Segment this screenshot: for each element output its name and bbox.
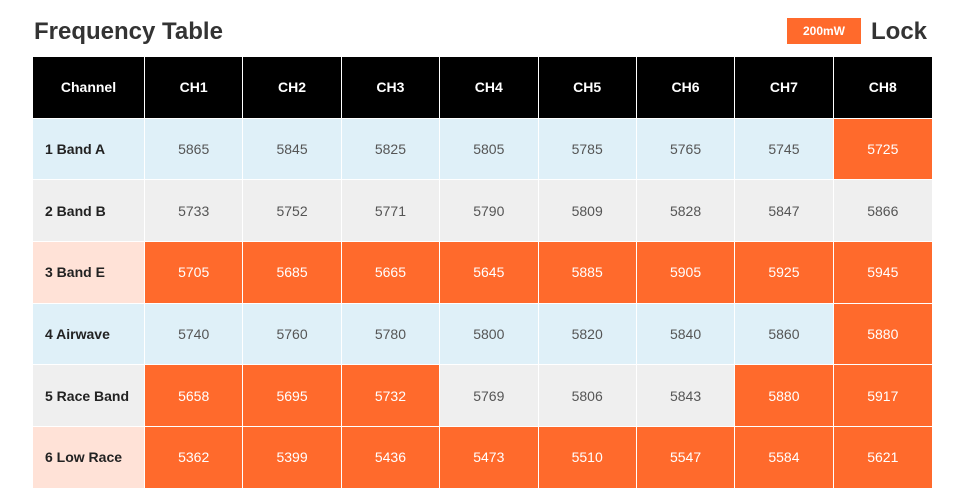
frequency-cell[interactable]: 5885 (538, 241, 637, 304)
column-header-ch4: CH4 (440, 57, 539, 119)
table-row: 4 Airwave 5740 5760 5780 5800 5820 5840 5860 588… (33, 303, 932, 366)
frequency-cell[interactable]: 5825 (341, 118, 441, 181)
column-header-ch6: CH6 (636, 57, 736, 119)
frequency-cell[interactable]: 5771 (341, 180, 441, 242)
table-row: 1 Band A 5865 5845 5825 5805 5785 5765 5745 5725 (33, 118, 932, 181)
row-label: 3 Band E (33, 241, 145, 304)
column-header-ch1: CH1 (145, 57, 244, 119)
frequency-table: Channel CH1 CH2 CH3 CH4 CH5 CH6 CH7 CH8 … (33, 57, 932, 489)
frequency-cell[interactable]: 5733 (145, 180, 244, 242)
column-header-ch2: CH2 (243, 57, 342, 119)
frequency-cell[interactable]: 5765 (636, 118, 736, 181)
row-label: 5 Race Band (33, 365, 145, 427)
frequency-cell[interactable]: 5843 (636, 365, 736, 427)
frequency-cell[interactable]: 5732 (341, 365, 441, 427)
power-badge[interactable]: 200mW (787, 18, 861, 44)
frequency-cell[interactable]: 5705 (145, 241, 244, 304)
frequency-cell[interactable]: 5917 (833, 365, 932, 427)
frequency-cell[interactable]: 5860 (735, 303, 834, 366)
frequency-cell[interactable]: 5740 (145, 303, 244, 366)
frequency-cell[interactable]: 5665 (341, 241, 441, 304)
frequency-cell[interactable]: 5865 (145, 118, 244, 181)
frequency-cell[interactable]: 5685 (243, 241, 342, 304)
frequency-cell[interactable]: 5785 (538, 118, 637, 181)
table-row: 6 Low Race 5362 5399 5436 5473 5510 5547 5584 56… (33, 426, 932, 489)
frequency-cell[interactable]: 5510 (538, 426, 637, 489)
table-header-row: Channel CH1 CH2 CH3 CH4 CH5 CH6 CH7 CH8 (33, 57, 932, 119)
table-row: 2 Band B 5733 5752 5771 5790 5809 5828 5847 5866 (33, 180, 932, 242)
row-label: 4 Airwave (33, 303, 145, 366)
frequency-cell[interactable]: 5866 (833, 180, 932, 242)
frequency-cell[interactable]: 5760 (243, 303, 342, 366)
table-body: 1 Band A 5865 5845 5825 5805 5785 5765 5745 5725… (33, 118, 932, 489)
frequency-cell[interactable]: 5806 (538, 365, 637, 427)
frequency-cell[interactable]: 5399 (243, 426, 342, 489)
frequency-cell[interactable]: 5695 (243, 365, 342, 427)
frequency-cell[interactable]: 5745 (735, 118, 834, 181)
frequency-cell[interactable]: 5905 (636, 241, 736, 304)
frequency-cell[interactable]: 5547 (636, 426, 736, 489)
frequency-cell[interactable]: 5645 (440, 241, 539, 304)
column-header-ch5: CH5 (538, 57, 637, 119)
row-label: 1 Band A (33, 118, 145, 181)
frequency-cell[interactable]: 5840 (636, 303, 736, 366)
frequency-cell[interactable]: 5925 (735, 241, 834, 304)
column-header-ch8: CH8 (833, 57, 932, 119)
column-header-ch3: CH3 (341, 57, 441, 119)
frequency-cell[interactable]: 5880 (735, 365, 834, 427)
frequency-cell[interactable]: 5805 (440, 118, 539, 181)
lock-label[interactable]: Lock (871, 18, 928, 45)
column-header-ch7: CH7 (735, 57, 834, 119)
row-label: 2 Band B (33, 180, 145, 242)
frequency-cell[interactable]: 5790 (440, 180, 539, 242)
frequency-cell[interactable]: 5362 (145, 426, 244, 489)
frequency-cell[interactable]: 5820 (538, 303, 637, 366)
frequency-cell[interactable]: 5847 (735, 180, 834, 242)
frequency-cell[interactable]: 5945 (833, 241, 932, 304)
table-row: 5 Race Band 5658 5695 5732 5769 5806 5843 5880 5… (33, 365, 932, 427)
frequency-cell[interactable]: 5621 (833, 426, 932, 489)
frequency-cell[interactable]: 5845 (243, 118, 342, 181)
frequency-cell[interactable]: 5436 (341, 426, 441, 489)
frequency-cell[interactable]: 5725 (833, 118, 932, 181)
frequency-cell[interactable]: 5752 (243, 180, 342, 242)
page-title: Frequency Table (34, 18, 223, 45)
frequency-cell[interactable]: 5780 (341, 303, 441, 366)
frequency-cell[interactable]: 5658 (145, 365, 244, 427)
frequency-cell[interactable]: 5809 (538, 180, 637, 242)
table-row: 3 Band E 5705 5685 5665 5645 5885 5905 5925 5945 (33, 241, 932, 304)
frequency-cell[interactable]: 5800 (440, 303, 539, 366)
frequency-cell[interactable]: 5769 (440, 365, 539, 427)
frequency-cell[interactable]: 5584 (735, 426, 834, 489)
frequency-cell[interactable]: 5828 (636, 180, 736, 242)
frequency-cell[interactable]: 5880 (833, 303, 932, 366)
column-header-channel: Channel (33, 57, 145, 119)
row-label: 6 Low Race (33, 426, 145, 489)
frequency-cell[interactable]: 5473 (440, 426, 539, 489)
